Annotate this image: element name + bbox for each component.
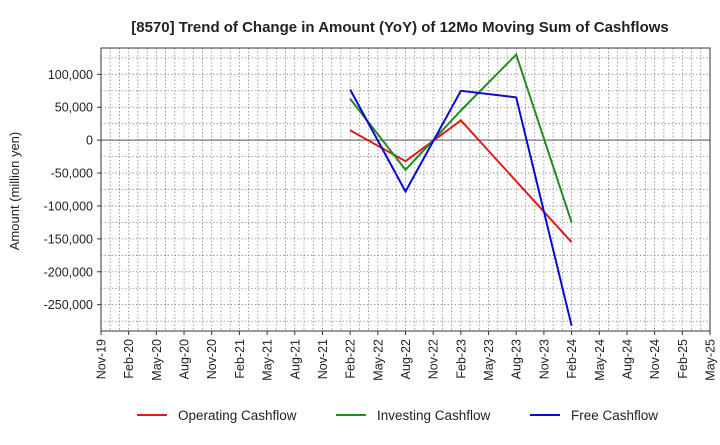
x-tick-label: May-20 <box>150 339 164 381</box>
legend-label: Free Cashflow <box>571 408 658 423</box>
x-tick-label: Nov-24 <box>648 339 662 379</box>
y-tick-label: -50,000 <box>51 167 93 181</box>
legend: Operating Cashflow Investing Cashflow Free… <box>137 408 658 423</box>
y-axis-label: Amount (million yen) <box>7 132 22 251</box>
x-tick-label: May-23 <box>482 339 496 381</box>
x-tick-label: Nov-22 <box>427 339 441 379</box>
x-tick-label: May-24 <box>593 339 607 381</box>
x-tick-label: Feb-25 <box>676 339 690 379</box>
x-tick-label: Feb-24 <box>565 339 579 379</box>
axes: 100,000 50,000 0 -50,000 -100,000 -150,000 -20… <box>44 48 718 381</box>
y-tick-label: 100,000 <box>48 68 93 82</box>
series <box>350 55 572 326</box>
x-tick-label: Feb-20 <box>122 339 136 379</box>
chart-title: [8570] Trend of Change in Amount (YoY) o… <box>131 19 669 36</box>
y-tick-label: -100,000 <box>44 199 93 213</box>
y-tick-label: -150,000 <box>44 232 93 246</box>
x-tick-label: Aug-23 <box>510 339 524 379</box>
legend-label: Investing Cashflow <box>377 408 491 423</box>
x-tick-label: Nov-21 <box>316 339 330 379</box>
x-tick-label: Feb-23 <box>454 339 468 379</box>
legend-label: Operating Cashflow <box>178 408 297 423</box>
x-tick-label: Nov-20 <box>205 339 219 379</box>
y-tick-label: -200,000 <box>44 265 93 279</box>
y-tick-label: 50,000 <box>55 101 93 115</box>
x-tick-label: Nov-19 <box>95 339 109 379</box>
x-tick-label: Aug-21 <box>288 339 302 379</box>
x-tick-label: May-21 <box>261 339 275 381</box>
x-tick-label: Aug-22 <box>399 339 413 379</box>
x-tick-label: Feb-21 <box>233 339 247 379</box>
x-tick-label: May-22 <box>371 339 385 381</box>
y-tick-label: -250,000 <box>44 298 93 312</box>
x-tick-label: Nov-23 <box>537 339 551 379</box>
x-tick-label: Aug-24 <box>620 339 634 379</box>
x-tick-label: Feb-22 <box>344 339 358 379</box>
y-tick-label: 0 <box>86 134 93 148</box>
x-tick-label: Aug-20 <box>178 339 192 379</box>
x-tick-label: May-25 <box>704 339 718 381</box>
